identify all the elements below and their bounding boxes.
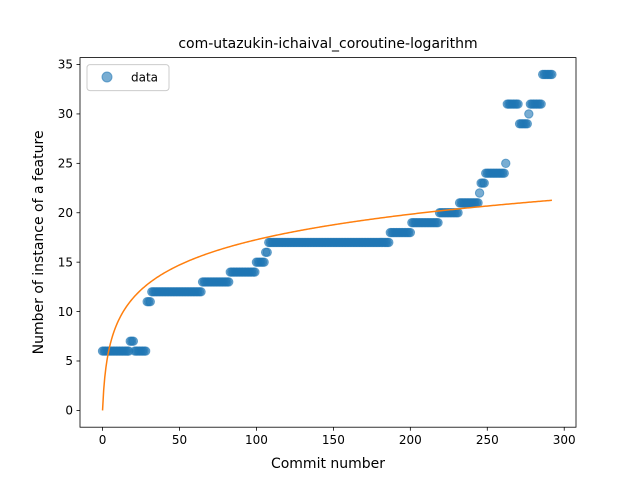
data-point [140,346,151,356]
axes-frame [79,57,577,428]
legend-box [86,64,170,92]
data-point [262,247,272,257]
y-axis-label: Number of instance of a feature [31,130,47,354]
legend-marker-data [101,71,113,83]
x-tick-label: 200 [399,433,422,447]
y-tick-label: 30 [58,107,73,121]
data-point [479,178,489,188]
data-point [501,158,511,169]
data-point [473,198,483,208]
plot-area [97,69,557,411]
x-tick-label: 0 [99,433,107,447]
fit-line [101,199,552,411]
y-axis: 0 5 10 15 20 25 30 35 [58,58,80,418]
data-point [547,69,557,80]
data-point [384,237,394,248]
data-point [128,336,139,346]
data-point [513,99,523,109]
chart-title: com-utazukin-ichaival_coroutine-logarith… [178,36,477,52]
data-point [145,296,155,307]
data-point [474,188,485,198]
y-tick-label: 5 [65,354,73,368]
x-tick-label: 300 [553,433,576,447]
data-point [499,168,509,178]
x-tick-label: 250 [476,433,499,447]
data-point [224,277,234,287]
y-tick-label: 0 [65,404,73,418]
x-axis: 0 50 100 150 200 250 300 [99,427,576,447]
y-tick-label: 15 [58,255,73,269]
legend-entry-data: data [131,71,158,85]
y-tick-label: 20 [58,206,73,220]
x-tick-label: 100 [245,433,268,447]
data-point [259,257,269,267]
data-point [522,119,532,129]
data-point [536,99,546,109]
data-point [405,227,416,238]
data-point [524,109,534,119]
x-tick-label: 50 [172,433,187,447]
x-axis-label: Commit number [271,456,385,472]
x-tick-label: 150 [322,433,345,447]
data-point [250,267,260,277]
y-tick-label: 25 [58,157,73,171]
data-point [196,287,206,297]
data-point [433,217,443,228]
y-tick-label: 35 [58,58,73,72]
legend: data [86,64,170,92]
y-tick-label: 10 [58,305,73,319]
